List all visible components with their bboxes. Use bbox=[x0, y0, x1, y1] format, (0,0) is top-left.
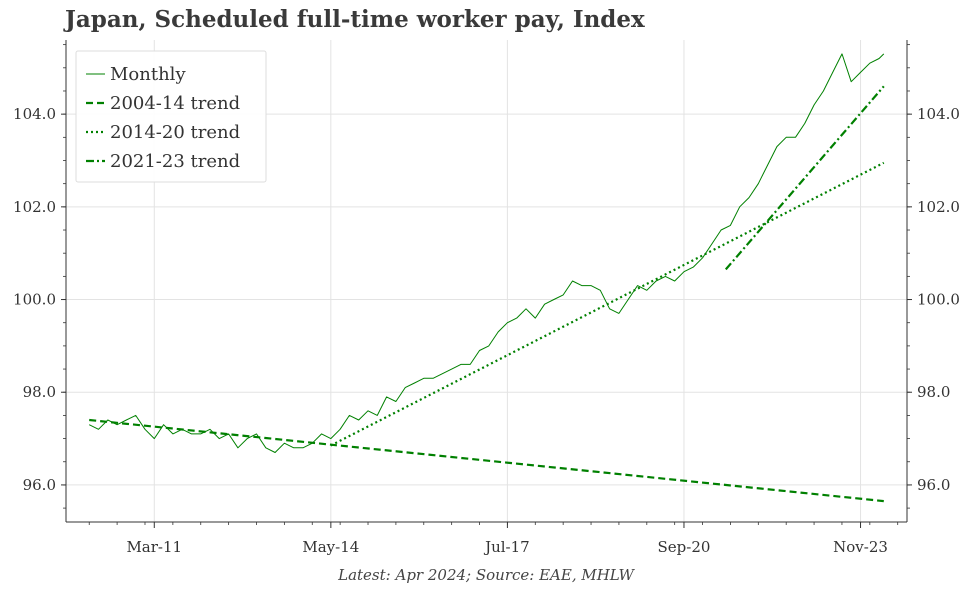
plot-frame bbox=[65, 40, 908, 523]
y-tick-label-right: 100.0 bbox=[917, 291, 960, 309]
legend: Monthly 2004-14 trend 2014-20 trend 2021-23… bbox=[75, 50, 267, 183]
x-tick-label: Nov-23 bbox=[833, 538, 888, 556]
y-tick-label-right: 98.0 bbox=[917, 383, 950, 401]
series-line-monthly bbox=[88, 53, 885, 453]
grid bbox=[66, 40, 907, 522]
y-tick-label-left: 102.0 bbox=[13, 198, 56, 216]
y-tick-label-left: 96.0 bbox=[23, 476, 56, 494]
x-tick-label: Mar-11 bbox=[126, 538, 182, 556]
y-tick-label-left: 98.0 bbox=[23, 383, 56, 401]
x-tick-label: Sep-20 bbox=[658, 538, 711, 556]
y-tick-label-left: 104.0 bbox=[13, 105, 56, 123]
chart-title: Japan, Scheduled full-time worker pay, I… bbox=[65, 6, 645, 33]
legend-box bbox=[75, 50, 267, 183]
legend-label: Monthly bbox=[110, 64, 186, 85]
axes: 96.0 96.0 98.0 98.0 100.0 100.0 102.0 102.0 104.… bbox=[13, 44, 960, 556]
series-line-2014-20-trend bbox=[330, 161, 885, 447]
x-tick-label: Jul-17 bbox=[483, 538, 530, 556]
legend-label: 2004-14 trend bbox=[110, 93, 240, 114]
legend-label: 2014-20 trend bbox=[110, 122, 240, 143]
y-tick-label-right: 102.0 bbox=[917, 198, 960, 216]
x-tick-label: May-14 bbox=[302, 538, 359, 556]
y-tick-label-left: 100.0 bbox=[13, 291, 56, 309]
series-lines bbox=[88, 53, 885, 503]
series-line-2004-14-trend bbox=[89, 418, 884, 503]
y-tick-label-right: 96.0 bbox=[917, 476, 950, 494]
legend-label: 2021-23 trend bbox=[110, 151, 240, 172]
source-note: Latest: Apr 2024; Source: EAE, MHLW bbox=[338, 566, 634, 584]
y-tick-label-right: 104.0 bbox=[917, 105, 960, 123]
